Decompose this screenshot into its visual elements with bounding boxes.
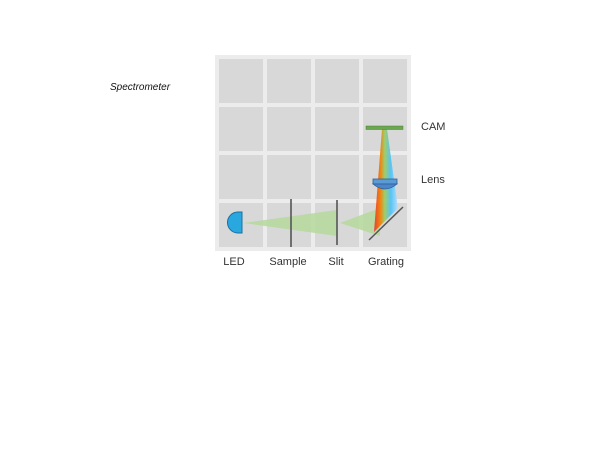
- label-camera: CAM: [421, 121, 446, 133]
- grid-cell: [219, 59, 263, 103]
- lens-icon: [371, 178, 399, 190]
- grid-cell: [315, 107, 359, 151]
- grid-cell: [267, 107, 311, 151]
- label-lens: Lens: [421, 174, 445, 186]
- diffraction-grating: [368, 206, 404, 241]
- grid-cell: [219, 107, 263, 151]
- label-sample: Sample: [269, 256, 307, 268]
- grid-cell: [315, 155, 359, 199]
- diagram-title: Spectrometer: [110, 82, 171, 93]
- label-led: LED: [223, 256, 245, 268]
- grid-cell: [363, 59, 407, 103]
- grid-cell: [267, 59, 311, 103]
- grid-cell: [315, 59, 359, 103]
- label-grating: Grating: [367, 256, 405, 268]
- label-slit: Slit: [328, 256, 344, 268]
- beam-led-to-slit: [243, 210, 337, 236]
- camera-sensor: [365, 125, 404, 130]
- led-icon: [227, 211, 243, 234]
- grid-cell: [219, 155, 263, 199]
- grid-cell: [267, 155, 311, 199]
- beam-slit-to-grating: [340, 208, 380, 236]
